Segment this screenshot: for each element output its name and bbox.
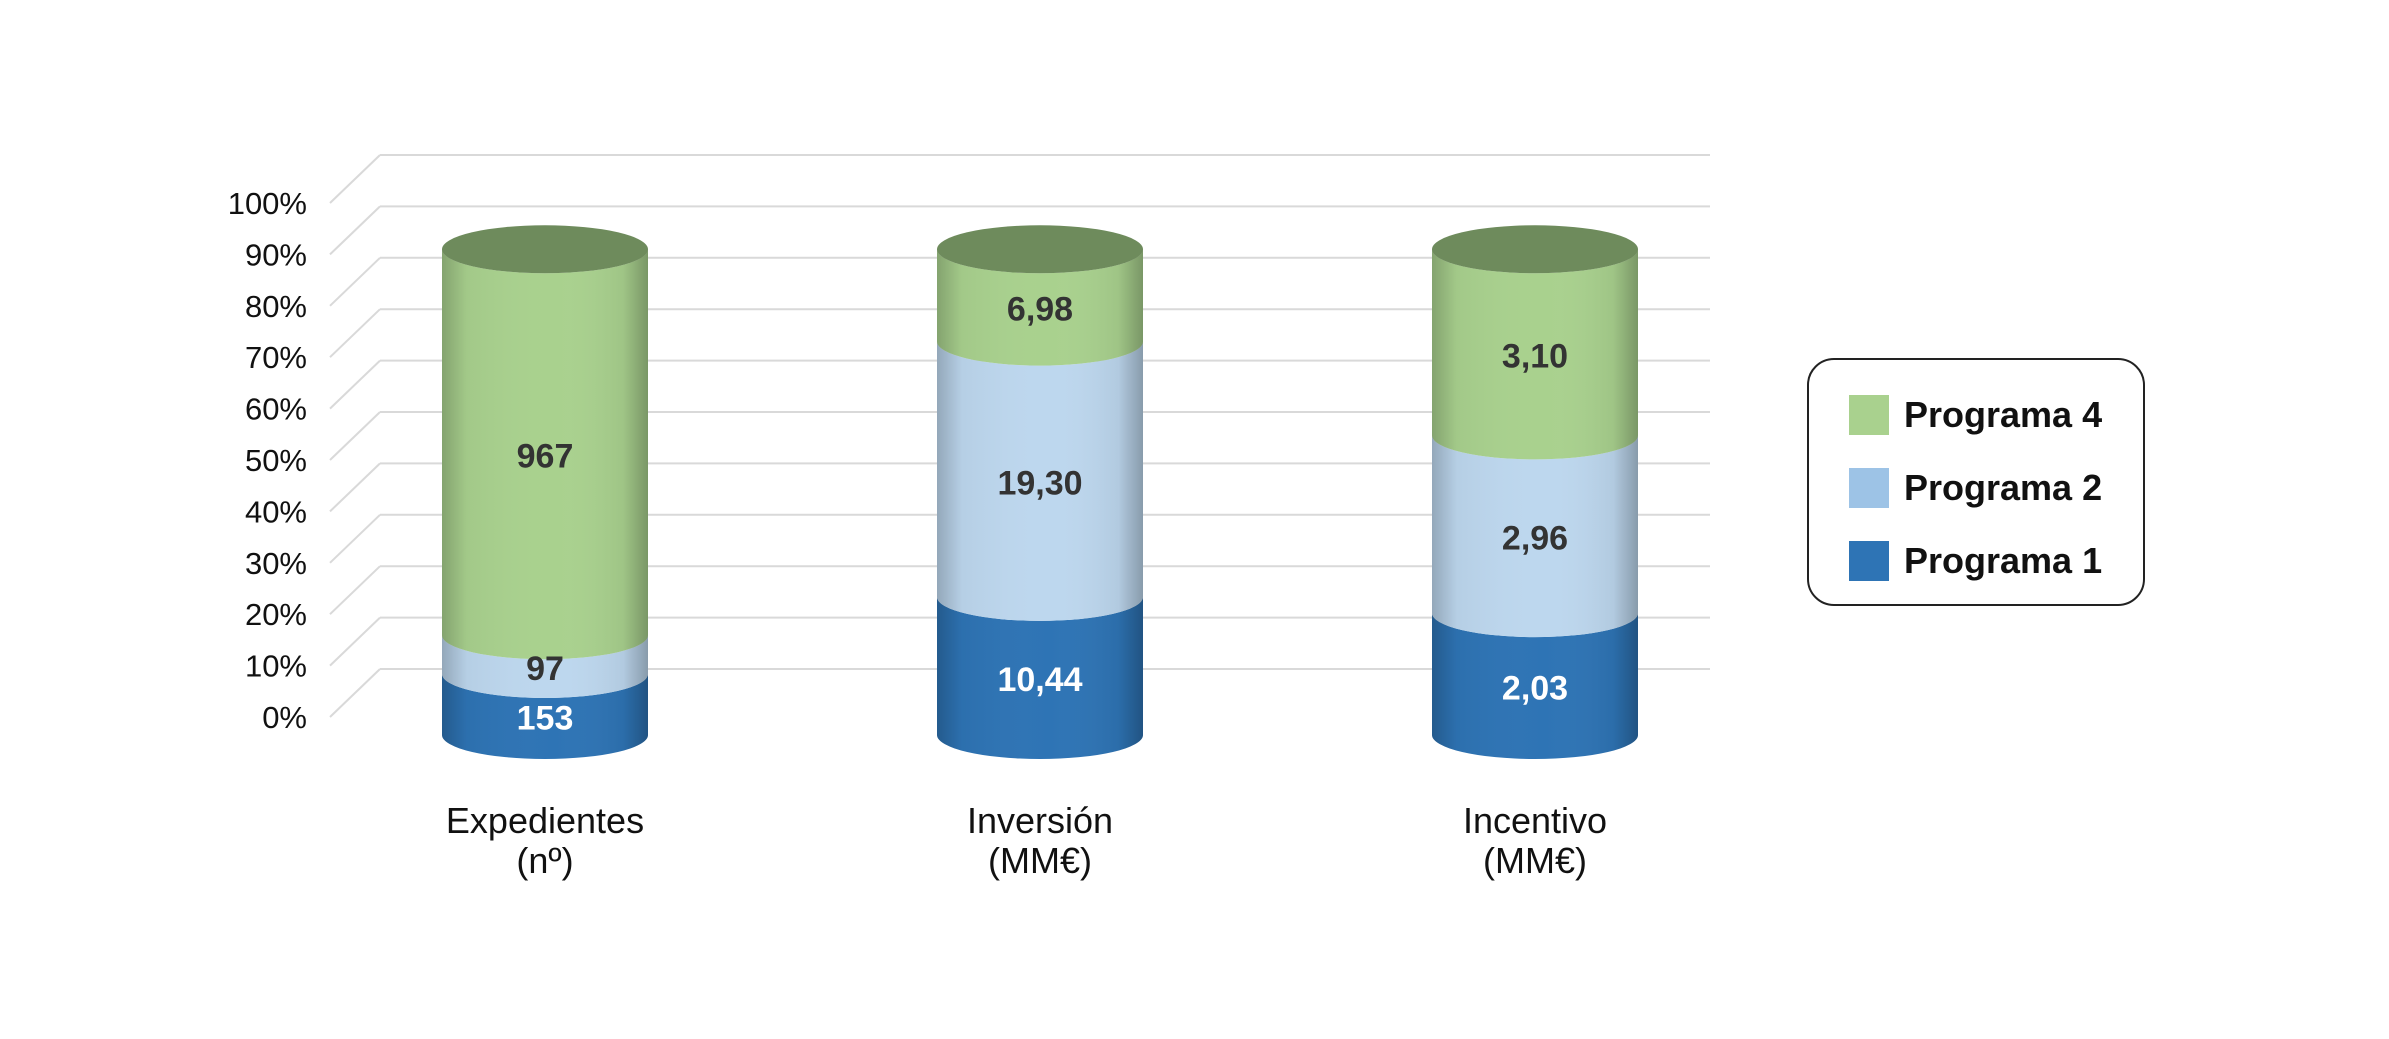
cylinder-2 [1432,225,1638,759]
legend-label: Programa 4 [1904,394,2102,435]
gridline-depth [329,359,381,410]
legend-box [1807,358,2145,606]
cylinder-1 [937,225,1143,759]
cylinder-top-cap [937,225,1143,274]
y-tick-label: 10% [245,649,307,684]
category-label-line2: (MM€) [1483,840,1587,881]
y-tick-label: 20% [245,597,307,632]
gridline-depth [329,154,381,204]
y-tick-label: 50% [245,443,307,478]
data-label: 153 [517,700,574,738]
cylinder-top-cap [442,225,648,274]
gridline-depth [329,565,381,615]
y-tick-label: 60% [245,392,307,427]
data-label: 3,10 [1502,338,1568,376]
y-axis-ticks: 0% 10% 20% 30% 40% 50% 60% 70% 80% 90% 100% [228,186,307,735]
gridline-depth [329,205,381,256]
y-tick-label: 100% [228,186,307,221]
cylinder-shading [442,249,648,759]
gridline-depth [329,308,381,358]
data-label: 10,44 [997,661,1082,699]
gridline-depth [329,616,381,667]
data-labels: 153 97 967 10,44 19,30 6,98 2,03 2,96 3,10 [517,291,1568,738]
y-tick-label: 30% [245,546,307,581]
cylinder-shading [1432,249,1638,759]
data-label: 97 [526,650,564,688]
category-label-line1: Expedientes [446,800,644,841]
bars [442,225,1638,759]
legend: Programa 4 Programa 2 Programa 1 [1807,358,2145,606]
data-label: 967 [517,437,574,475]
category-label-line2: (nº) [516,840,573,881]
gridline-depth [329,462,381,513]
cylinder-0 [442,225,648,759]
legend-label: Programa 1 [1904,540,2102,581]
gridline-depth [329,411,381,461]
legend-item: Programa 1 [1849,540,2102,581]
x-axis-categories: Expedientes(nº)Inversión(MM€)Incentivo(M… [446,800,1607,881]
data-label: 19,30 [997,464,1082,502]
legend-item: Programa 4 [1849,394,2102,435]
y-tick-label: 0% [262,700,307,735]
cylinder-top-cap [1432,225,1638,274]
data-label: 2,03 [1502,669,1568,707]
legend-swatch [1849,541,1889,581]
legend-label: Programa 2 [1904,467,2102,508]
gridline-depth [329,257,381,307]
y-tick-label: 90% [245,237,307,272]
y-tick-label: 40% [245,494,307,529]
cylinder-shading [937,249,1143,759]
y-tick-label: 80% [245,289,307,324]
legend-swatch [1849,395,1889,435]
category-label-line2: (MM€) [988,840,1092,881]
legend-swatch [1849,468,1889,508]
y-tick-label: 70% [245,340,307,375]
data-label: 6,98 [1007,291,1073,329]
data-label: 2,96 [1502,519,1568,557]
gridline-depth [329,668,381,718]
category-label-line1: Incentivo [1463,800,1607,841]
category-label-line1: Inversión [967,800,1113,841]
gridline-depth [329,514,381,564]
legend-item: Programa 2 [1849,467,2102,508]
